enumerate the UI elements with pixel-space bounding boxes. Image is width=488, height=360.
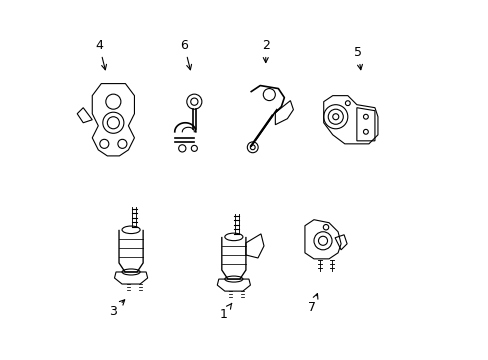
Text: 7: 7 [307, 294, 317, 314]
Text: 4: 4 [95, 39, 106, 70]
Text: 3: 3 [109, 300, 124, 318]
Text: 1: 1 [219, 303, 231, 321]
Text: 5: 5 [353, 46, 362, 70]
Text: 6: 6 [180, 39, 191, 70]
Text: 2: 2 [261, 39, 269, 63]
